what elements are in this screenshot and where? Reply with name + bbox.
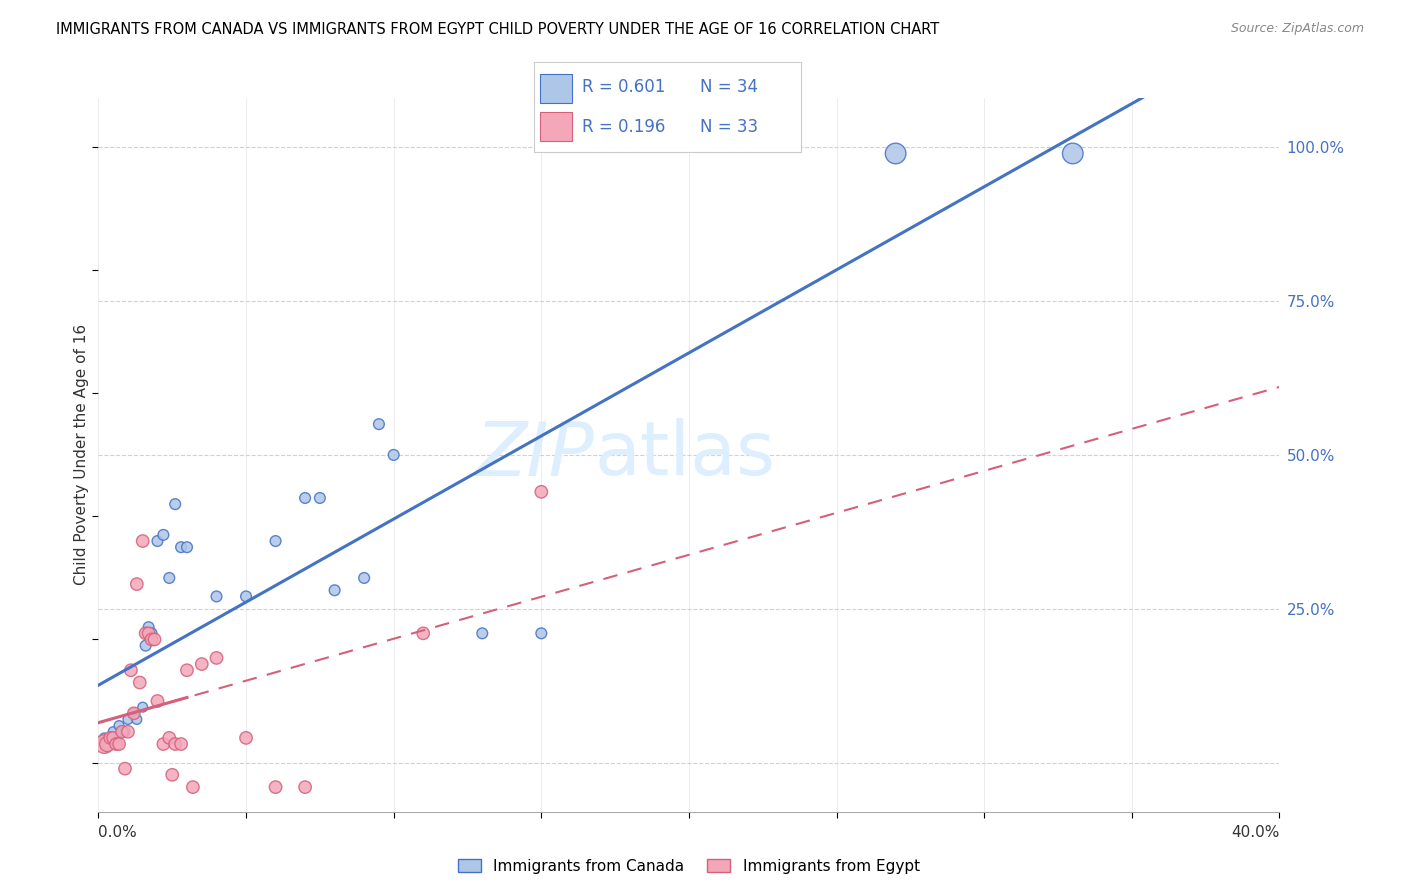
Point [162, 768, 183, 782]
Point [114, 762, 136, 776]
Point [471, 626, 494, 640]
Text: R = 0.196: R = 0.196 [582, 118, 665, 136]
Point [108, 737, 131, 751]
Point [93, 731, 115, 745]
Point [323, 583, 346, 598]
Bar [540, 112, 572, 141]
Point [294, 780, 316, 794]
Point [141, 632, 163, 647]
Point [157, 571, 180, 585]
Point [122, 706, 145, 721]
Point [264, 780, 287, 794]
Point [138, 620, 160, 634]
Point [235, 731, 257, 745]
Point [530, 626, 553, 640]
Text: N = 33: N = 33 [700, 118, 758, 136]
Point [93, 737, 115, 751]
Legend: Immigrants from Canada, Immigrants from Egypt: Immigrants from Canada, Immigrants from … [453, 853, 925, 880]
Text: ZIP: ZIP [475, 419, 595, 491]
Point [111, 724, 134, 739]
Point [382, 448, 405, 462]
Point [141, 626, 163, 640]
Point [128, 675, 150, 690]
Point [98, 731, 121, 745]
Point [205, 651, 228, 665]
Point [152, 528, 174, 542]
Point [530, 484, 553, 499]
Point [111, 724, 134, 739]
Point [117, 724, 139, 739]
Point [125, 577, 148, 591]
Point [165, 737, 187, 751]
Text: N = 34: N = 34 [700, 78, 758, 96]
Point [884, 146, 907, 161]
Point [132, 700, 155, 714]
Point [122, 706, 145, 721]
Point [143, 632, 166, 647]
Point [120, 663, 142, 677]
Text: Source: ZipAtlas.com: Source: ZipAtlas.com [1230, 22, 1364, 36]
Point [181, 780, 204, 794]
Point [309, 491, 332, 505]
Point [176, 663, 198, 677]
Point [205, 590, 228, 604]
Point [96, 737, 118, 751]
Point [176, 540, 198, 554]
Text: 0.0%: 0.0% [98, 825, 138, 840]
Text: IMMIGRANTS FROM CANADA VS IMMIGRANTS FROM EGYPT CHILD POVERTY UNDER THE AGE OF 1: IMMIGRANTS FROM CANADA VS IMMIGRANTS FRO… [56, 22, 939, 37]
Point [353, 571, 375, 585]
Point [412, 626, 434, 640]
Point [135, 639, 157, 653]
Point [108, 718, 131, 732]
Point [105, 731, 128, 745]
Point [191, 657, 214, 671]
Point [103, 731, 125, 745]
Point [170, 737, 193, 751]
Point [146, 694, 169, 708]
Point [114, 724, 136, 739]
Point [235, 590, 257, 604]
Point [125, 713, 148, 727]
Point [170, 540, 193, 554]
Point [132, 534, 155, 549]
Point [368, 417, 391, 432]
Point [105, 737, 128, 751]
Point [294, 491, 316, 505]
Point [117, 713, 139, 727]
Point [1062, 146, 1084, 161]
Point [157, 731, 180, 745]
Bar [540, 74, 572, 103]
Point [165, 497, 187, 511]
Point [138, 626, 160, 640]
Point [264, 534, 287, 549]
Y-axis label: Child Poverty Under the Age of 16: Child Poverty Under the Age of 16 [75, 325, 89, 585]
Text: R = 0.601: R = 0.601 [582, 78, 665, 96]
Point [98, 731, 121, 745]
Text: atlas: atlas [595, 418, 776, 491]
Point [152, 737, 174, 751]
Point [103, 724, 125, 739]
Point [96, 737, 118, 751]
Text: 40.0%: 40.0% [1232, 825, 1279, 840]
Point [135, 626, 157, 640]
Point [146, 534, 169, 549]
